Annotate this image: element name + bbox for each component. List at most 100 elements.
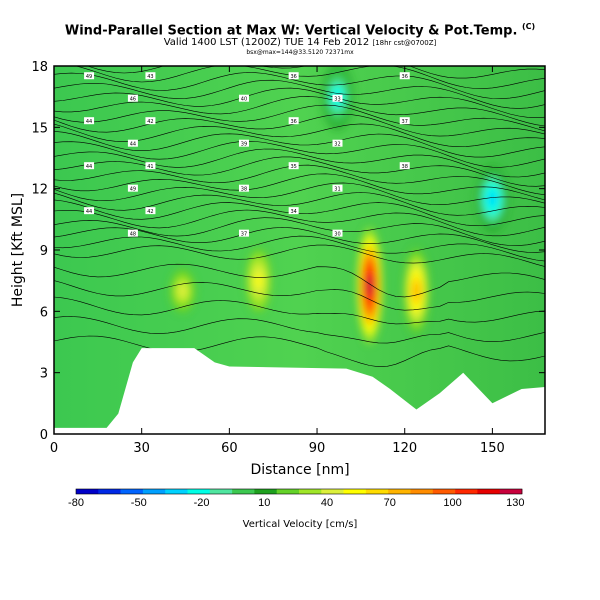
theta-contour-label: 34 (288, 207, 299, 215)
valid-time: Valid 1400 LST (1200Z) TUE 14 Feb 2012 [… (163, 37, 437, 48)
colorbar-swatch (76, 489, 99, 494)
info-line: bsx@max=144@33.5120 72371mx (246, 49, 354, 56)
svg-text:37: 37 (241, 232, 247, 238)
svg-text:34: 34 (290, 209, 296, 215)
theta-contour (54, 87, 545, 119)
theta-contour-label: 32 (332, 139, 343, 148)
colorbar-tick-label: 70 (384, 497, 396, 509)
theta-contour (54, 335, 545, 368)
y-tick-label: 15 (31, 121, 48, 136)
colorbar-swatch (254, 489, 277, 494)
svg-text:46: 46 (130, 97, 136, 103)
colorbar-swatch (410, 489, 434, 494)
svg-text:36: 36 (290, 74, 296, 80)
theta-contour-label: 36 (288, 72, 299, 80)
theta-contour (54, 182, 545, 205)
colorbar-swatch (209, 489, 233, 494)
colorbar-tick-label: 40 (321, 497, 333, 509)
theta-contour-label: 38 (399, 162, 410, 170)
terrain-mask (54, 348, 545, 434)
theta-contour (54, 316, 545, 344)
colorbar-label: Vertical Velocity [cm/s] (243, 519, 358, 530)
colorbar-swatch (477, 489, 500, 494)
x-tick-label: 90 (309, 441, 326, 456)
colorbar-swatch (321, 489, 344, 494)
theta-contour (54, 96, 545, 127)
theta-contour (54, 104, 545, 132)
x-tick-label: 150 (480, 441, 505, 456)
theta-contour (54, 72, 545, 100)
updraft-cell-2 (254, 273, 263, 288)
theta-contour (54, 192, 545, 216)
y-tick-label: 0 (40, 428, 48, 443)
svg-text:40: 40 (241, 97, 247, 103)
svg-text:36: 36 (290, 119, 296, 125)
svg-text:39: 39 (241, 142, 247, 148)
svg-text:42: 42 (147, 119, 153, 125)
theta-contour (54, 131, 545, 158)
theta-contour (54, 140, 545, 168)
svg-text:44: 44 (130, 142, 136, 148)
svg-text:41: 41 (147, 164, 153, 170)
theta-contour-label: 39 (238, 139, 249, 148)
theta-contour-label: 38 (238, 184, 249, 193)
x-tick-label: 30 (133, 441, 150, 456)
theta-contour (54, 209, 545, 237)
svg-text:32: 32 (334, 142, 340, 148)
updraft-cell-3 (178, 285, 187, 297)
colorbar-swatch (187, 489, 211, 494)
theta-contour-label: 41 (145, 162, 156, 170)
colorbar-tick-label: -50 (131, 497, 147, 509)
y-tick-label: 9 (40, 244, 48, 259)
theta-contour-label: 33 (332, 94, 343, 103)
theta-contour-label: 40 (238, 94, 249, 103)
y-tick-label: 12 (31, 183, 48, 198)
svg-text:31: 31 (334, 187, 340, 193)
theta-contour-label: 42 (145, 207, 156, 215)
y-tick-label: 3 (40, 367, 48, 382)
theta-contour (54, 113, 545, 137)
theta-contour (86, 66, 545, 79)
theta-contour-label: 30 (332, 229, 343, 238)
colorbar-swatch (388, 489, 411, 494)
svg-text:35: 35 (290, 164, 296, 170)
svg-text:38: 38 (241, 187, 247, 193)
theta-contour-label: 44 (84, 117, 95, 125)
theta-contour (54, 173, 545, 201)
theta-contour (54, 244, 545, 267)
theta-contour-label: 44 (84, 162, 95, 170)
y-axis-label: Height [Kft MSL] (10, 193, 26, 307)
svg-text:49: 49 (130, 187, 136, 193)
colorbar-tick-label: -80 (68, 497, 84, 509)
theta-contour-label: 49 (84, 72, 95, 80)
x-tick-label: 120 (392, 441, 417, 456)
theta-contour-label: 37 (399, 117, 410, 125)
y-tick-label: 18 (31, 60, 48, 75)
svg-text:49: 49 (86, 74, 92, 80)
theta-contour-label: 36 (399, 72, 410, 80)
colorbar-swatch (432, 489, 456, 494)
colorbar-swatch (98, 489, 121, 494)
theta-contour (54, 199, 545, 227)
colorbar-swatch (120, 489, 144, 494)
downdraft-cell-1 (488, 191, 497, 206)
colorbar (75, 488, 523, 495)
colorbar-swatch (365, 489, 389, 494)
theta-contour (54, 164, 545, 196)
svg-text:36: 36 (402, 74, 408, 80)
svg-text:38: 38 (402, 164, 408, 170)
colorbar-tick-label: 130 (506, 497, 524, 509)
colorbar-tick-label: 100 (443, 497, 461, 509)
theta-contour (54, 235, 545, 262)
updraft-cell-0 (365, 274, 374, 298)
colorbar-swatch (232, 489, 255, 494)
theta-contour (74, 66, 545, 89)
svg-text:33: 33 (334, 97, 340, 103)
x-tick-label: 60 (221, 441, 238, 456)
theta-contour (54, 156, 545, 187)
theta-contour-label: 35 (288, 162, 299, 170)
colorbar-swatch (276, 489, 300, 494)
svg-text:30: 30 (334, 232, 340, 238)
svg-text:37: 37 (402, 119, 408, 125)
